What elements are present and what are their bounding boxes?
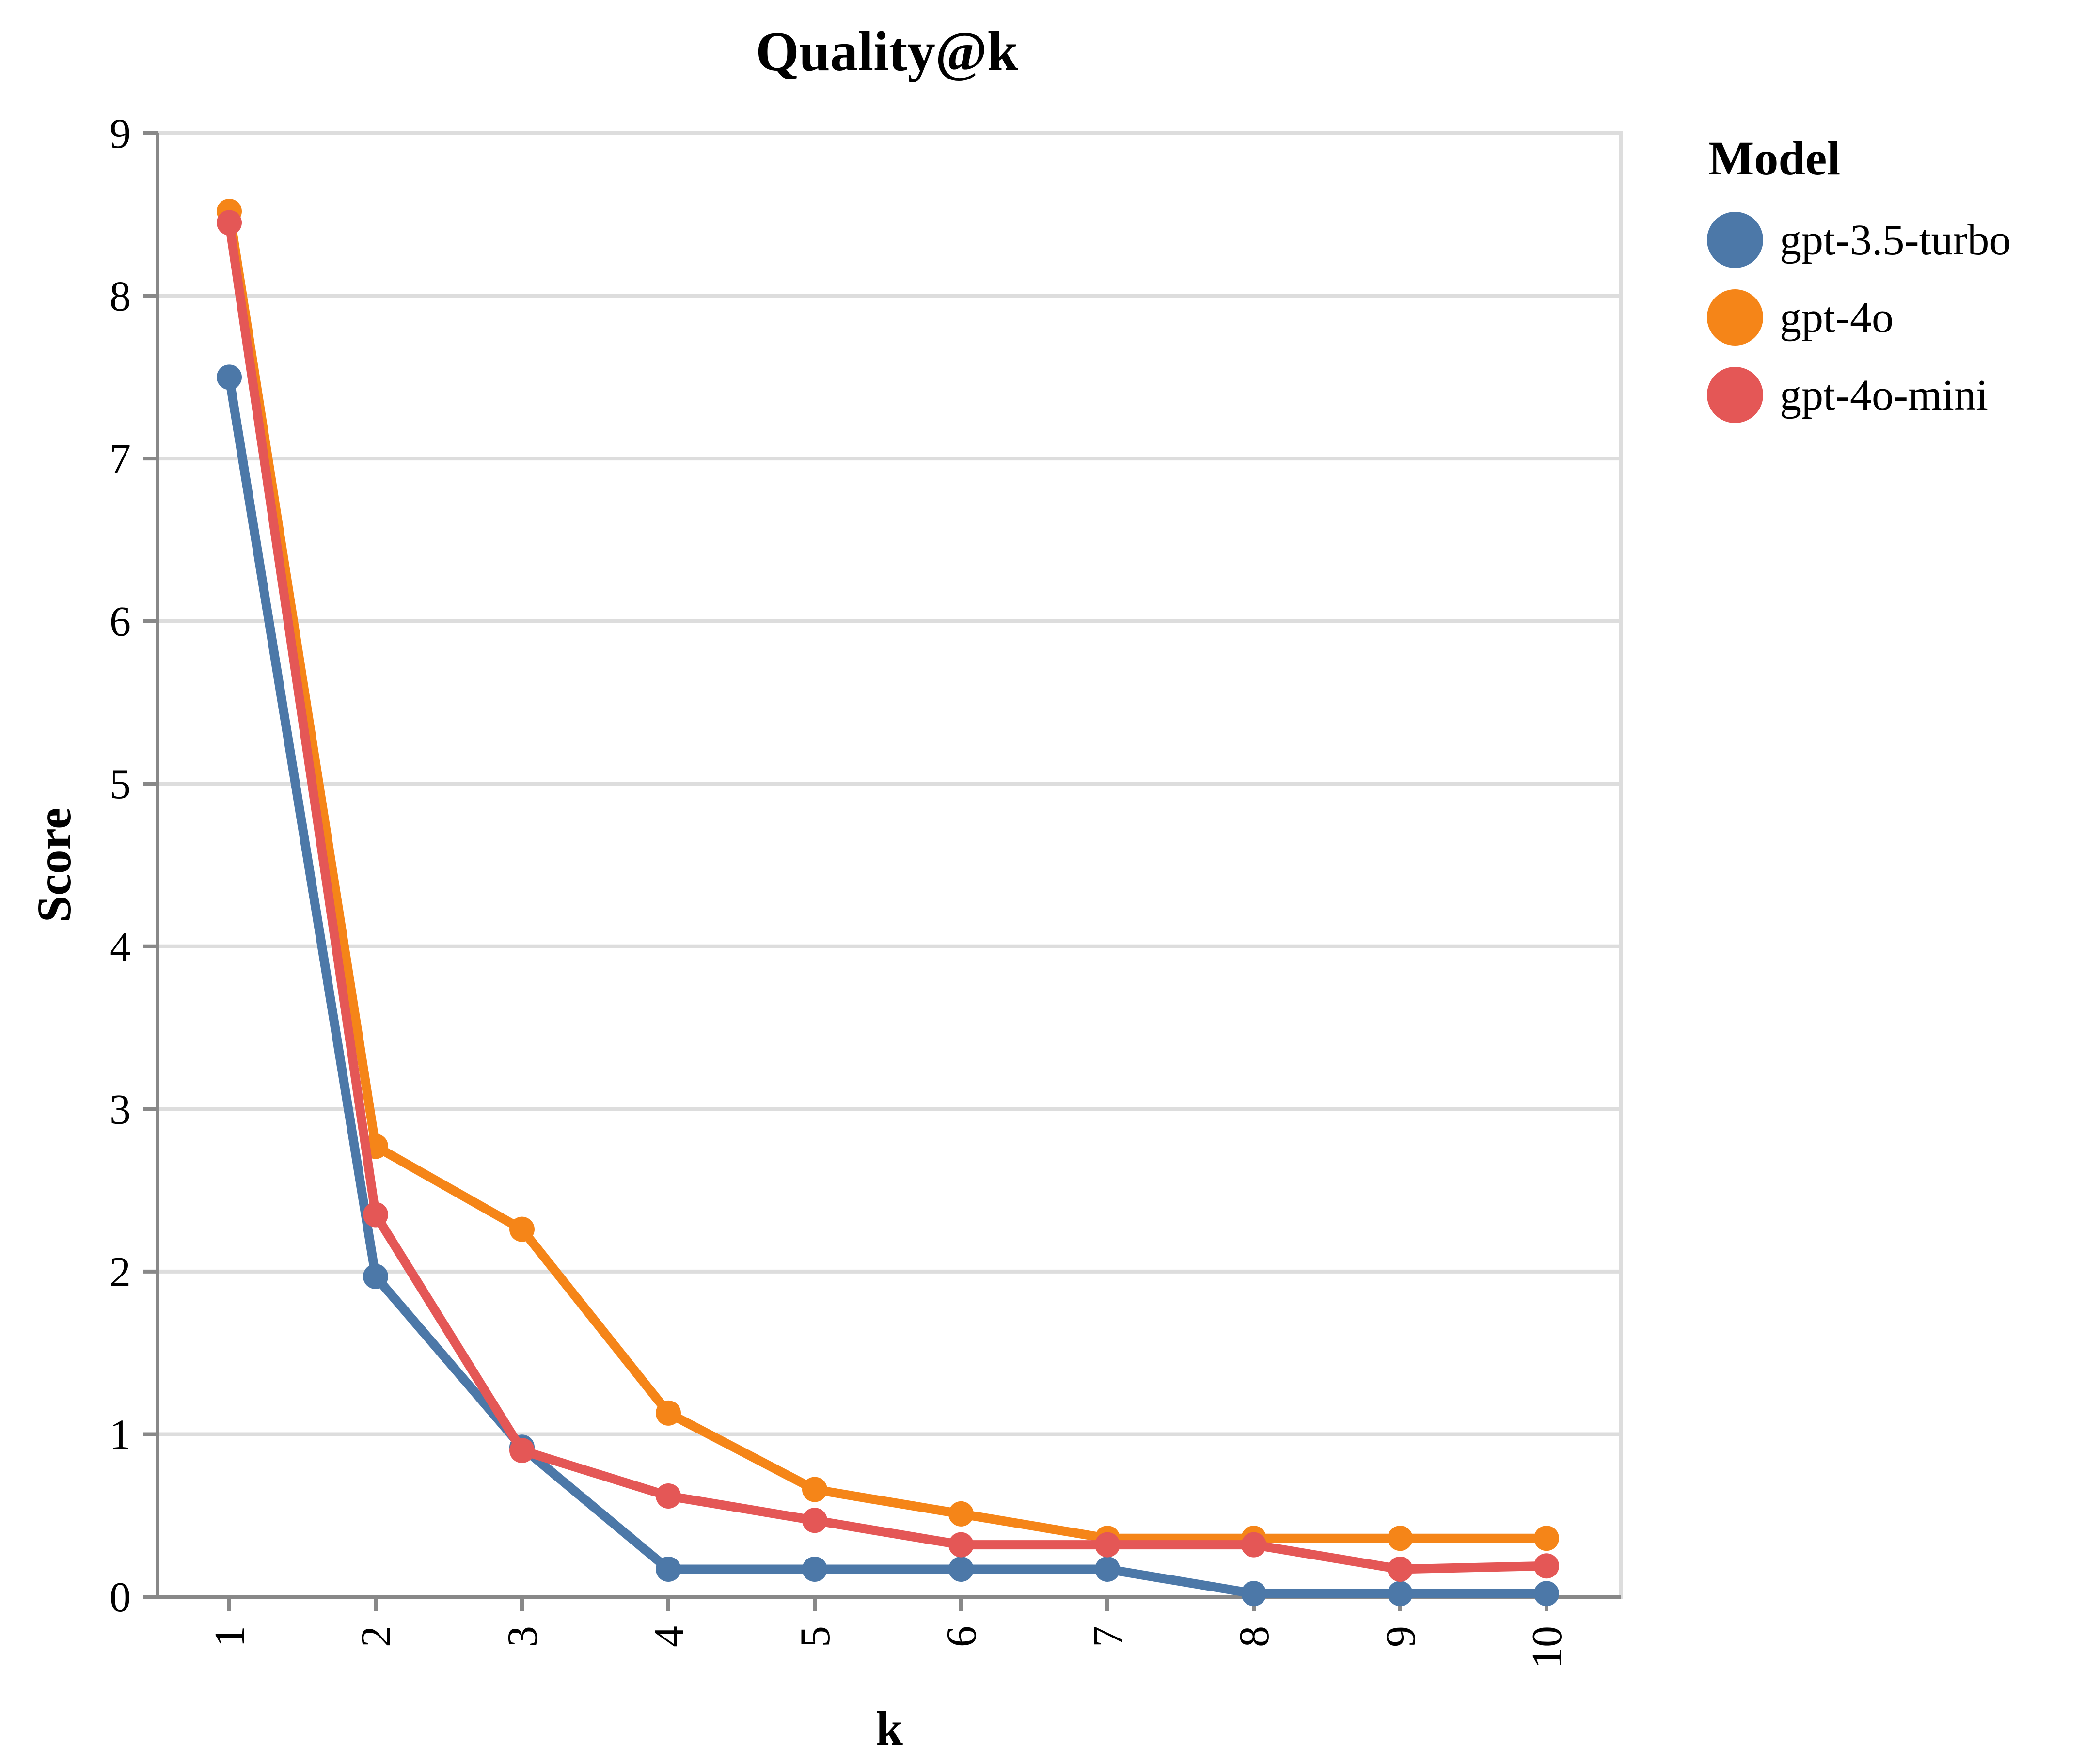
legend-item: gpt-4o xyxy=(1707,289,1894,346)
data-point xyxy=(217,364,242,390)
data-point xyxy=(802,1556,827,1582)
y-axis-ticks: 0 1 2 3 4 5 6 7 8 9 xyxy=(110,110,158,1621)
legend-swatch xyxy=(1707,367,1763,423)
legend-item: gpt-4o-mini xyxy=(1707,367,1988,423)
data-point xyxy=(1095,1532,1120,1558)
data-point xyxy=(656,1483,681,1509)
data-point xyxy=(363,1263,388,1289)
y-tick-label: 3 xyxy=(110,1086,131,1133)
x-tick-label: 8 xyxy=(1231,1626,1278,1647)
x-tick-label: 4 xyxy=(646,1626,693,1647)
data-point xyxy=(948,1501,974,1527)
legend-label: gpt-4o xyxy=(1780,294,1894,342)
data-point xyxy=(1388,1581,1413,1606)
data-point xyxy=(656,1400,681,1426)
legend-label: gpt-3.5-turbo xyxy=(1780,216,2011,264)
x-tick-label: 1 xyxy=(206,1626,253,1647)
legend-swatch xyxy=(1707,289,1763,346)
y-tick-label: 6 xyxy=(110,598,131,646)
series-gpt-3.5-turbo xyxy=(217,364,1559,1606)
series-gpt-4o-mini xyxy=(217,210,1559,1582)
data-point xyxy=(1534,1526,1559,1551)
x-axis-ticks: 1 2 3 4 5 6 7 8 9 10 xyxy=(206,1597,1571,1669)
y-tick-label: 8 xyxy=(110,273,131,320)
data-point xyxy=(1534,1553,1559,1579)
y-tick-label: 4 xyxy=(110,924,131,971)
y-tick-label: 2 xyxy=(110,1249,131,1296)
x-tick-label: 2 xyxy=(353,1626,400,1647)
data-point xyxy=(363,1202,388,1228)
y-tick-label: 9 xyxy=(110,110,131,158)
x-tick-label: 5 xyxy=(792,1626,839,1647)
data-point xyxy=(802,1508,827,1533)
series-line xyxy=(224,372,1551,1598)
legend-item: gpt-3.5-turbo xyxy=(1707,212,2011,268)
legend: Model gpt-3.5-turbo gpt-4o gpt-4o-mini xyxy=(1707,131,2011,423)
data-point xyxy=(509,1216,535,1242)
data-point xyxy=(1095,1556,1120,1582)
data-point xyxy=(1388,1526,1413,1551)
data-point xyxy=(217,210,242,236)
series-line xyxy=(224,218,1551,1574)
data-point xyxy=(1388,1556,1413,1582)
x-tick-label: 3 xyxy=(499,1626,546,1647)
data-point xyxy=(509,1438,535,1463)
data-point xyxy=(948,1556,974,1582)
legend-label: gpt-4o-mini xyxy=(1780,371,1988,419)
data-point xyxy=(1534,1581,1559,1606)
series-line xyxy=(224,206,1551,1543)
chart-title: Quality@k xyxy=(756,21,1018,82)
x-tick-label: 6 xyxy=(938,1626,985,1647)
x-axis-title: k xyxy=(876,1701,903,1755)
y-tick-label: 0 xyxy=(110,1574,131,1621)
x-tick-label: 9 xyxy=(1377,1626,1424,1647)
x-tick-label: 7 xyxy=(1085,1626,1132,1647)
plot-frame xyxy=(156,131,1623,1599)
x-tick-label: 10 xyxy=(1524,1626,1571,1669)
y-gridlines xyxy=(158,294,1621,1436)
legend-swatch xyxy=(1707,212,1763,268)
data-point xyxy=(1241,1532,1266,1558)
y-tick-label: 5 xyxy=(110,761,131,808)
data-point xyxy=(802,1477,827,1502)
data-point xyxy=(948,1532,974,1558)
y-axis-title: Score xyxy=(27,808,81,923)
data-point xyxy=(1241,1581,1266,1606)
legend-title: Model xyxy=(1708,131,1840,185)
data-point xyxy=(656,1556,681,1582)
y-tick-label: 1 xyxy=(110,1411,131,1458)
y-tick-label: 7 xyxy=(110,436,131,483)
series-gpt-4o xyxy=(217,199,1559,1551)
series-layer xyxy=(217,199,1559,1606)
